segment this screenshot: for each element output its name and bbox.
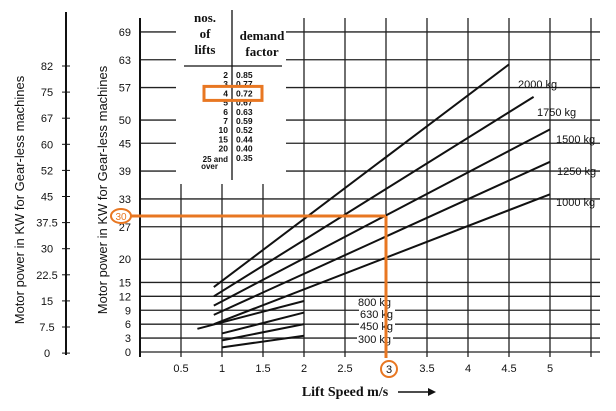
x-tick-label: 4: [465, 363, 471, 375]
table-row-lifts: 15: [219, 134, 229, 144]
table-row-lifts: 3: [223, 79, 228, 89]
series-label: 800 kg: [358, 297, 391, 309]
x-tick-label: 1: [219, 363, 225, 375]
x-axis-title: Lift Speed m/s: [302, 385, 389, 400]
series-line: [213, 96, 535, 298]
table-row-factor: 0.40: [236, 144, 253, 154]
highlight-x-circle: [380, 360, 398, 378]
x-tick-label: 5: [547, 363, 553, 375]
y-outer-axis-title: Motor power in KW for Gear-less machines: [12, 75, 27, 324]
table-row-lifts: 2: [223, 70, 228, 80]
highlight-y-label: 30: [115, 212, 127, 223]
series-line: [221, 334, 305, 349]
y-inner-tick-label: 69: [119, 27, 131, 39]
y-outer-tick-label: 45: [41, 192, 53, 204]
series-label: 1250 kg: [557, 166, 596, 178]
table-row-lifts: 10: [219, 125, 229, 135]
series-label: 450 kg: [360, 321, 393, 333]
table-row-factor: 0.63: [236, 107, 253, 117]
x-tick-label: 2: [301, 363, 307, 375]
y-inner-tick-label: 9: [125, 305, 131, 317]
y-outer-tick-label: 0: [44, 348, 50, 360]
table-row-factor: 0.52: [236, 125, 253, 135]
series-label-bg: [357, 297, 393, 308]
table-col1-header: nos.: [194, 10, 216, 25]
y-outer-tick-label: 67: [41, 113, 53, 125]
y-inner-tick-label: 63: [119, 55, 131, 67]
series-label: 300 kg: [358, 334, 391, 346]
series-label: 630 kg: [360, 309, 393, 321]
y-inner-tick-label: 20: [119, 254, 131, 266]
table-col1-header: lifts: [195, 42, 216, 57]
y-outer-tick-label: 7.5: [39, 322, 54, 334]
y-inner-tick-label: 39: [119, 166, 131, 178]
series-line: [213, 63, 510, 288]
series-label: 2000 kg: [518, 79, 557, 91]
table-background: [176, 6, 286, 184]
y-inner-tick-label: 33: [119, 194, 131, 206]
table-row-factor: 0.67: [236, 98, 253, 108]
x-tick-label: 0.5: [173, 363, 188, 375]
y-inner-tick-label: 3: [125, 333, 131, 345]
x-tick-label: 3.5: [419, 363, 434, 375]
y-outer-tick-label: 15: [41, 296, 53, 308]
x-axis-arrow-head: [428, 388, 436, 396]
y-outer-tick-label: 82: [41, 61, 53, 73]
table-row-factor: 0.72: [236, 88, 253, 98]
table-row-lifts: 6: [223, 107, 228, 117]
y-inner-tick-label: 57: [119, 83, 131, 95]
y-inner-tick-label: 12: [119, 291, 131, 303]
table-row-lifts: 4: [223, 88, 228, 98]
table-row-lifts: 25 and: [203, 155, 228, 164]
table-highlight-box: [202, 84, 264, 102]
table-col1-header: of: [200, 26, 212, 41]
x-tick-label: 2.5: [337, 363, 352, 375]
y-outer-tick-label: 60: [41, 139, 53, 151]
y-inner-tick-label: 15: [119, 277, 131, 289]
series-label: 1000 kg: [556, 197, 595, 209]
y-inner-axis-title: Motor power in KW for Gear-less machines: [95, 65, 110, 314]
series-line: [221, 323, 305, 342]
highlight-x-label: 3: [386, 364, 392, 376]
table-row-factor: 0.59: [236, 116, 253, 126]
series-line: [221, 311, 305, 335]
x-tick-label: 1.5: [255, 363, 270, 375]
table-row-lifts: 20: [219, 144, 229, 154]
series-line: [213, 160, 551, 316]
series-line: [197, 300, 305, 330]
table-row-lifts: 7: [223, 116, 228, 126]
series-line: [213, 193, 551, 326]
table-row-factor: 0.77: [236, 79, 253, 89]
y-inner-tick-label: 45: [119, 138, 131, 150]
y-inner-tick-label: 50: [119, 115, 131, 127]
table-row-factor: 0.44: [236, 134, 253, 144]
table-row-lifts: 5: [223, 98, 228, 108]
y-inner-tick-label: 0: [125, 347, 131, 359]
table-row-factor: 0.85: [236, 70, 253, 80]
y-outer-tick-label: 37.5: [36, 218, 57, 230]
y-outer-tick-label: 22.5: [36, 270, 57, 282]
series-label-bg: [357, 334, 393, 345]
x-tick-label: 4.5: [501, 363, 516, 375]
series-label-bg: [359, 309, 395, 320]
table-col2-header: demand: [240, 28, 286, 43]
table-row-factor: 0.35: [236, 153, 253, 163]
highlight-y-circle: [110, 208, 132, 224]
y-outer-tick-label: 52: [41, 165, 53, 177]
y-inner-tick-label: 6: [125, 319, 131, 331]
series-label: 1500 kg: [556, 134, 595, 146]
table-col2-header: factor: [245, 44, 278, 59]
y-outer-tick-label: 30: [41, 244, 53, 256]
series-label: 1750 kg: [537, 107, 576, 119]
y-inner-tick-label: 27: [119, 222, 131, 234]
series-label-bg: [359, 321, 395, 332]
y-outer-tick-label: 75: [41, 87, 53, 99]
table-row-lifts: over: [201, 162, 218, 171]
